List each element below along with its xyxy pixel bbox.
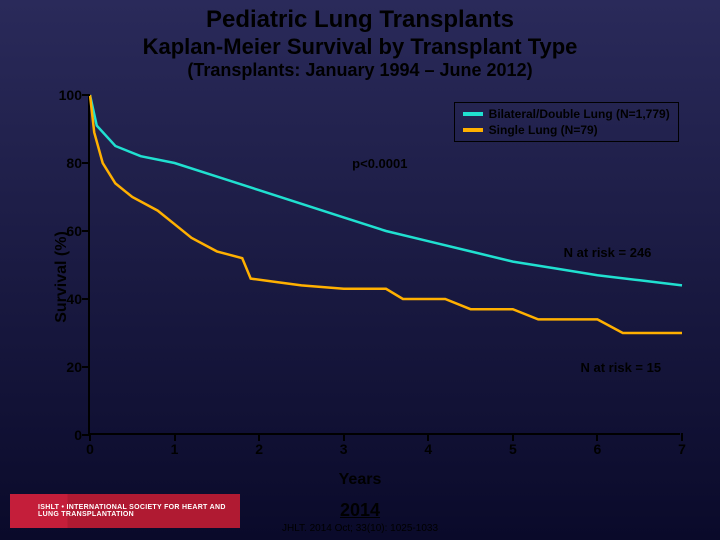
x-tick-label: 2 <box>244 441 274 457</box>
x-tick-label: 4 <box>413 441 443 457</box>
legend-label: Single Lung (N=79) <box>489 123 598 137</box>
legend-swatch <box>463 128 483 132</box>
legend-swatch <box>463 112 483 116</box>
logo-fullname: INTERNATIONAL SOCIETY FOR HEART AND LUNG… <box>38 504 226 518</box>
x-tick-label: 3 <box>329 441 359 457</box>
x-tick-label: 5 <box>498 441 528 457</box>
logo-text: ISHLT • INTERNATIONAL SOCIETY FOR HEART … <box>34 504 240 518</box>
title-line3: (Transplants: January 1994 – June 2012) <box>0 60 720 81</box>
title-line2: Kaplan-Meier Survival by Transplant Type <box>0 34 720 60</box>
chart: Survival (%) Years 02040608010001234567p… <box>30 87 690 467</box>
legend: Bilateral/Double Lung (N=1,779) Single Lu… <box>454 102 679 142</box>
x-tick-label: 7 <box>667 441 697 457</box>
y-tick-label: 20 <box>46 359 82 375</box>
logo-acronym: ISHLT <box>38 504 59 511</box>
x-tick-label: 1 <box>160 441 190 457</box>
plot-area: 02040608010001234567p<0.0001N at risk = … <box>88 95 680 435</box>
x-tick-label: 6 <box>582 441 612 457</box>
legend-item: Single Lung (N=79) <box>463 123 670 137</box>
legend-item: Bilateral/Double Lung (N=1,779) <box>463 107 670 121</box>
slide: Pediatric Lung Transplants Kaplan-Meier … <box>0 0 720 540</box>
footer-year: 2014 <box>282 500 438 521</box>
y-tick-label: 100 <box>46 87 82 103</box>
title-line1: Pediatric Lung Transplants <box>0 6 720 34</box>
logo-mark <box>10 494 34 528</box>
y-tick-label: 80 <box>46 155 82 171</box>
ishlt-logo: ISHLT • INTERNATIONAL SOCIETY FOR HEART … <box>10 494 240 528</box>
title-block: Pediatric Lung Transplants Kaplan-Meier … <box>0 0 720 83</box>
survival-curves <box>90 95 680 433</box>
y-tick-label: 60 <box>46 223 82 239</box>
y-tick-label: 40 <box>46 291 82 307</box>
chart-annotation: N at risk = 246 <box>564 245 652 260</box>
x-axis-label: Years <box>339 471 382 489</box>
chart-annotation: p<0.0001 <box>352 156 407 171</box>
legend-label: Bilateral/Double Lung (N=1,779) <box>489 107 670 121</box>
chart-annotation: N at risk = 15 <box>581 360 662 375</box>
x-tick-label: 0 <box>75 441 105 457</box>
footer-citation: JHLT. 2014 Oct; 33(10): 1025-1033 <box>282 523 438 534</box>
footer: 2014 JHLT. 2014 Oct; 33(10): 1025-1033 <box>282 500 438 534</box>
y-axis-label: Survival (%) <box>53 231 71 323</box>
